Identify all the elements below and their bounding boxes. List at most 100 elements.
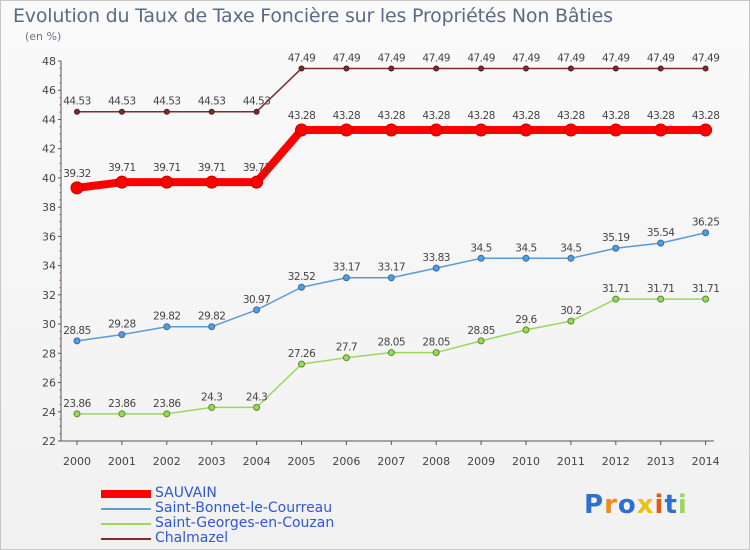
data-label: 47.49 [333,52,361,64]
data-label: 31.71 [602,283,630,295]
data-label: 33.17 [378,262,406,274]
y-tick-label: 28 [42,347,56,360]
y-minor-tick [59,316,61,318]
data-label: 44.53 [198,96,226,108]
data-label: 47.49 [422,52,450,64]
data-point [205,175,219,189]
data-point [253,403,261,411]
data-label: 34.5 [470,242,491,254]
x-tick-label: 2010 [512,455,540,468]
y-minor-tick [59,199,61,201]
data-point [73,410,81,418]
data-point [298,360,305,368]
legend-label: Saint-Georges-en-Couzan [155,515,335,531]
x-tick-label: 2000 [63,455,91,468]
y-tick-label: 34 [42,260,56,273]
y-minor-tick [59,96,61,99]
logo-letter: i [654,490,665,520]
data-label: 29.82 [153,311,181,323]
data-label: 44.53 [108,96,136,108]
data-label: 47.49 [467,52,495,64]
y-tick-label: 36 [42,230,56,243]
y-tick-label: 32 [42,289,56,302]
logo-letter: i [677,490,688,520]
y-minor-tick [59,104,61,106]
data-label: 47.49 [557,52,585,64]
data-point [567,254,575,262]
data-label: 47.49 [288,52,316,64]
y-minor-tick [59,403,61,406]
y-minor-tick [59,155,61,157]
data-label: 29.6 [515,314,537,326]
data-point [208,108,215,115]
y-minor-tick [59,279,61,281]
data-point [429,123,443,137]
data-label: 24.3 [201,391,222,403]
legend-swatch [101,523,151,525]
data-point [564,123,578,137]
data-point [433,65,440,72]
data-label: 47.49 [647,52,675,64]
data-point [609,123,623,137]
data-label: 28.85 [63,325,91,337]
data-point [388,65,395,72]
data-point [253,306,261,314]
x-tick-label: 2007 [377,455,405,468]
data-label: 44.53 [63,96,91,108]
logo-letter: P [584,490,605,520]
chart-title: Evolution du Taux de Taxe Foncière sur l… [13,5,613,27]
data-label: 43.28 [692,110,720,122]
data-label: 35.54 [647,227,675,239]
y-minor-tick [59,425,61,427]
chart-unit-label: (en %) [25,30,62,43]
data-label: 43.28 [378,110,406,122]
legend-label: Saint-Bonnet-le-Courreau [155,500,333,516]
data-label: 47.49 [512,52,540,64]
data-label: 43.28 [602,110,630,122]
y-minor-tick [59,126,61,128]
data-label: 39.32 [63,168,91,180]
data-point [342,274,350,282]
data-label: 39.71 [153,162,181,174]
x-tick-label: 2003 [198,455,226,468]
data-point [702,65,709,72]
data-point [160,175,174,189]
y-tick-label: 46 [42,84,56,97]
legend-swatch [101,508,151,510]
legend-swatch [101,538,151,540]
data-point [523,65,529,72]
y-minor-tick [59,367,61,369]
data-point [118,331,126,339]
data-label: 23.86 [153,398,181,410]
legend-label: SAUVAIN [155,485,217,501]
data-label: 29.82 [198,311,226,323]
data-point [474,123,488,137]
data-label: 27.26 [288,348,316,360]
legend-label: Chalmazel [155,530,229,546]
y-minor-tick [59,360,61,362]
logo-letter: t [664,490,678,520]
data-label: 27.7 [336,342,357,354]
data-label: 44.53 [153,96,181,108]
data-point [477,337,485,345]
data-point [702,229,710,237]
x-tick-label: 2005 [288,455,316,468]
data-point [118,410,126,418]
y-minor-tick [59,257,61,259]
data-label: 31.71 [692,283,720,295]
data-point [612,244,620,252]
data-label: 39.71 [243,162,271,174]
data-label: 43.28 [422,110,450,122]
y-tick-label: 44 [42,113,56,126]
data-point [208,403,216,411]
data-label: 30.97 [243,294,271,306]
data-label: 39.71 [198,162,226,174]
x-tick-label: 2011 [557,455,585,468]
x-tick-label: 2013 [647,455,675,468]
y-minor-tick [59,191,61,194]
y-minor-tick [59,389,61,391]
data-label: 33.83 [422,252,450,264]
data-point [115,175,129,189]
x-tick-label: 2006 [332,455,360,468]
y-minor-tick [59,184,61,186]
